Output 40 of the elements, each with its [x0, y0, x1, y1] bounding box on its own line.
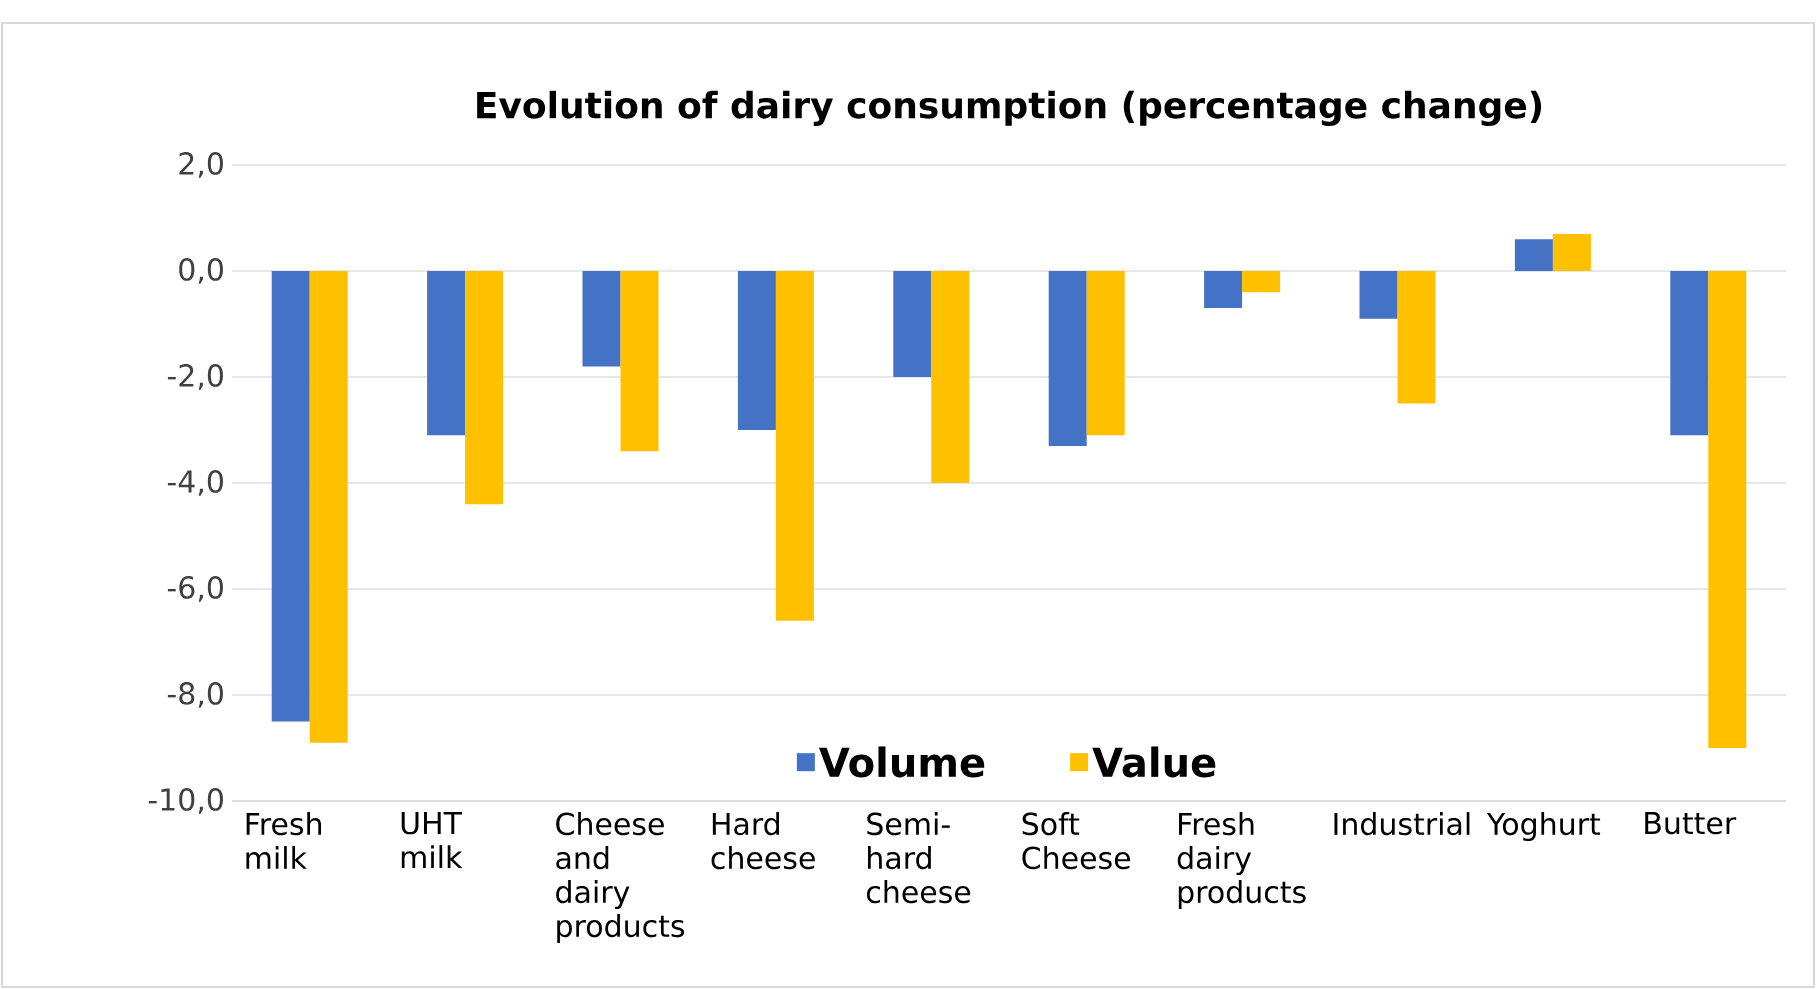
y-tick-label: -6,0 — [167, 576, 223, 602]
x-tick-label: Industrial — [1334, 812, 1470, 836]
x-tick-label: Fresh milk — [246, 812, 322, 869]
x-tick-label: Hard cheese — [711, 812, 815, 870]
bar — [309, 270, 348, 743]
bar — [1086, 270, 1125, 436]
y-tick-label: -8,0 — [167, 682, 223, 708]
bar — [931, 270, 970, 483]
y-tick-label: -2,0 — [167, 364, 223, 390]
bar — [271, 270, 310, 722]
legend-label: Value — [1092, 746, 1216, 778]
bar — [1670, 270, 1709, 436]
bar — [1048, 270, 1087, 446]
bar — [582, 270, 621, 367]
bar — [1552, 233, 1591, 271]
bar — [1204, 270, 1243, 309]
chart-title: Evolution of dairy consumption (percentage change) — [477, 90, 1542, 126]
x-tick-label: Fresh dairy products — [1177, 812, 1306, 910]
x-tick-label: UHT milk — [401, 812, 463, 868]
x-tick-label: Soft Cheese — [1022, 812, 1131, 870]
bar — [1514, 239, 1553, 271]
bar — [1359, 270, 1398, 319]
bar — [775, 270, 814, 621]
bar — [893, 270, 932, 377]
bar — [737, 270, 776, 430]
bar — [1708, 270, 1747, 748]
bar — [465, 270, 504, 505]
x-tick-label: Yoghurt — [1486, 812, 1601, 842]
bar — [620, 270, 659, 452]
x-tick-label: Semi-hard cheese — [866, 812, 971, 904]
x-tick-label: Butter — [1645, 812, 1737, 835]
y-tick-label: 2,0 — [179, 152, 223, 178]
bar — [1242, 270, 1281, 293]
y-tick-label: 0,0 — [179, 258, 223, 284]
x-tick-label: Cheese and dairy products — [556, 812, 685, 944]
bar — [1397, 270, 1436, 404]
bar — [427, 270, 466, 436]
y-tick-label: -10,0 — [148, 788, 223, 814]
legend-label: Volume — [819, 746, 985, 778]
y-tick-label: -4,0 — [167, 470, 223, 496]
